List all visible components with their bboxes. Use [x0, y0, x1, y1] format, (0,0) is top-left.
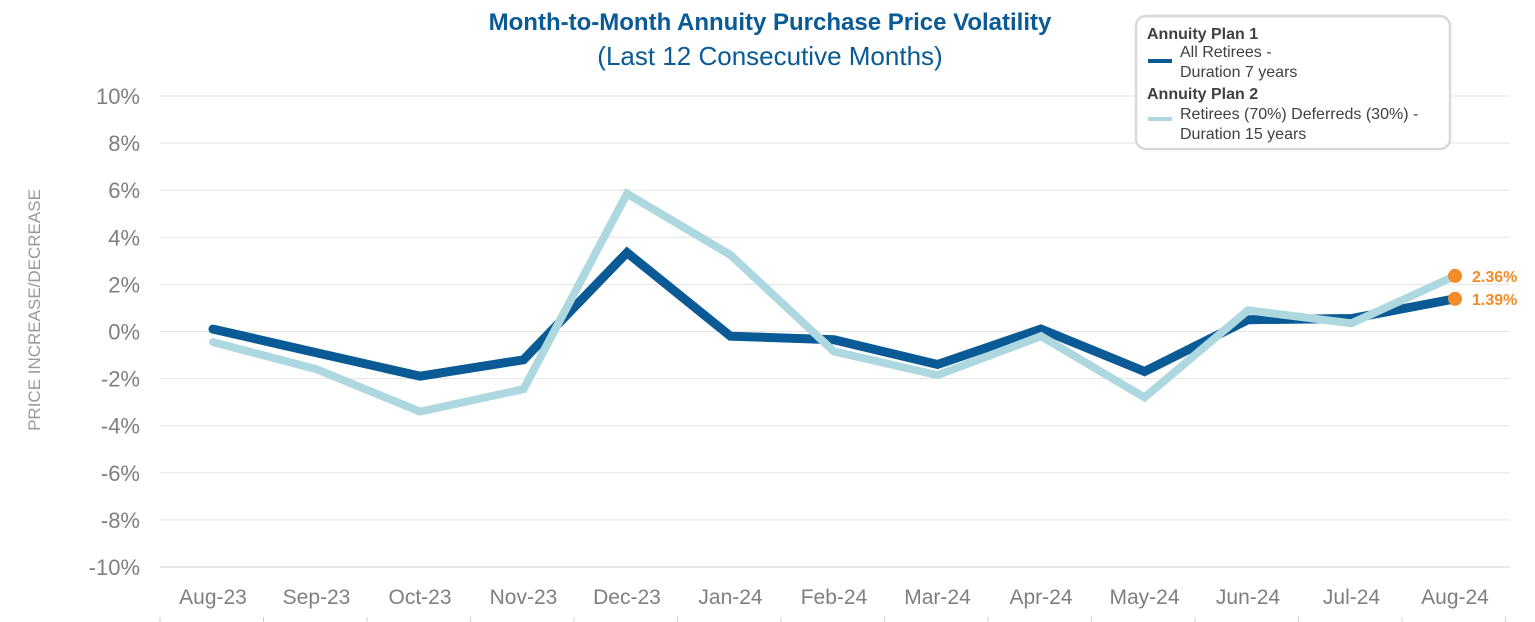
x-tick-label: Dec-23: [593, 586, 661, 609]
end-point-marker: [1448, 291, 1462, 306]
series-lines: [208, 188, 1460, 416]
x-tick-label: Feb-24: [801, 586, 868, 609]
y-axis-label: PRICE INCREASE/DECREASE: [25, 189, 44, 431]
legend-label-plan-1-line2: Duration 7 years: [1180, 64, 1297, 81]
legend: Annuity Plan 1 All Retirees - Duration 7…: [1134, 14, 1452, 151]
x-axis: [159, 566, 1510, 622]
end-point-marker: [1448, 268, 1462, 283]
y-tick-label: 8%: [108, 131, 140, 156]
legend-heading-plan-2: Annuity Plan 2: [1147, 86, 1258, 103]
x-tick-label: Jan-24: [698, 586, 763, 609]
y-tick-label: 2%: [108, 272, 140, 297]
y-tick-label: 0%: [108, 320, 140, 345]
x-tick-label: Nov-23: [490, 586, 558, 609]
y-tick-label: -10%: [89, 555, 140, 580]
x-tick-label: Jun-24: [1216, 586, 1281, 609]
x-axis-ticks: Aug-23 Sep-23 Oct-23 Nov-23 Dec-23 Jan-24 Feb-…: [179, 586, 1489, 609]
y-tick-label: 4%: [108, 225, 140, 250]
end-point-label: 1.39%: [1472, 292, 1517, 309]
y-tick-label: -8%: [101, 508, 140, 533]
x-tick-label: May-24: [1109, 586, 1179, 609]
x-tick-label: Aug-24: [1421, 586, 1489, 609]
y-tick-label: -4%: [101, 414, 140, 439]
end-point-label: 2.36%: [1472, 269, 1517, 286]
chart-title: Month-to-Month Annuity Purchase Price Vo…: [489, 9, 1052, 36]
x-tick-label: Jul-24: [1323, 586, 1381, 609]
data-labels: 2.36% 1.39%: [1448, 268, 1517, 309]
y-axis-ticks: 10% 8% 6% 4% 2% 0% -2% -4% -6% -8% -10%: [89, 84, 140, 580]
legend-label-plan-2-line1: Retirees (70%) Deferreds (30%) -: [1180, 106, 1418, 123]
x-tick-label: Mar-24: [904, 586, 971, 609]
series-line-1: [208, 246, 1460, 381]
y-tick-label: -6%: [101, 461, 140, 486]
x-tick-label: Aug-23: [179, 586, 247, 609]
legend-label-plan-2-line2: Duration 15 years: [1180, 126, 1306, 143]
x-tick-label: Sep-23: [283, 586, 351, 609]
series-line-2: [209, 188, 1459, 416]
y-tick-label: -2%: [101, 367, 140, 392]
legend-box: [1134, 14, 1452, 151]
grid-lines: [160, 95, 1510, 568]
chart-subtitle: (Last 12 Consecutive Months): [597, 41, 942, 71]
legend-label-plan-1-line1: All Retirees -: [1180, 44, 1272, 61]
legend-heading-plan-1: Annuity Plan 1: [1147, 26, 1258, 43]
y-tick-label: 6%: [108, 178, 140, 203]
x-tick-label: Oct-23: [388, 586, 451, 609]
x-tick-label: Apr-24: [1009, 586, 1072, 609]
y-tick-label: 10%: [96, 84, 140, 109]
